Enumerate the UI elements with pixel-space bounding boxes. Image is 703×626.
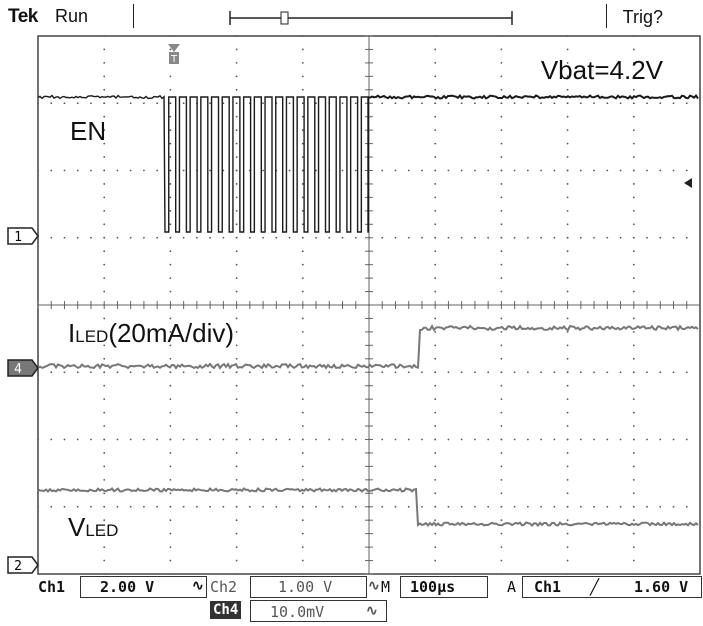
en-trace-label: EN bbox=[70, 116, 106, 147]
bandwidth-limit-icon: ∿ bbox=[366, 603, 378, 619]
trigger-mode: A bbox=[507, 578, 516, 596]
ch4-ground-marker: 4 bbox=[8, 360, 38, 377]
ch4-scale: 10.0mV bbox=[270, 603, 324, 621]
ch1-scale: 2.00 V bbox=[100, 578, 154, 596]
timebase-label: M bbox=[381, 578, 390, 596]
timebase-value: 100µs bbox=[410, 578, 455, 596]
vled-trace-label: VLED bbox=[68, 512, 118, 543]
bandwidth-limit-icon: ∿ bbox=[368, 578, 380, 594]
svg-text:1: 1 bbox=[14, 230, 22, 245]
ch4-label: Ch4 bbox=[210, 601, 241, 619]
bandwidth-limit-icon: ∿ bbox=[192, 578, 204, 594]
waveforms bbox=[38, 96, 698, 526]
ch2-label: Ch2 bbox=[210, 578, 237, 596]
en-waveform-tail bbox=[368, 96, 698, 99]
trigger-source: Ch1 bbox=[534, 578, 561, 596]
trigger-marker-label: T bbox=[170, 54, 178, 65]
trigger-level: 1.60 V bbox=[634, 578, 688, 596]
ch2-scale: 1.00 V bbox=[278, 578, 332, 596]
trigger-level-arrow-icon bbox=[684, 178, 692, 188]
svg-text:2: 2 bbox=[14, 559, 22, 574]
trigger-position-marker: T bbox=[168, 44, 180, 65]
ch1-label: Ch1 bbox=[38, 578, 65, 596]
record-position-indicator bbox=[230, 11, 512, 25]
ch2-ground-marker: 2 bbox=[8, 557, 38, 574]
trigger-slope-icon: ╱ bbox=[590, 578, 599, 596]
svg-text:4: 4 bbox=[14, 362, 22, 377]
iled-trace-label: ILED(20mA/div) bbox=[68, 318, 234, 349]
ch1-ground-marker: 1 bbox=[8, 228, 38, 245]
supply-voltage-note: Vbat=4.2V bbox=[541, 55, 663, 86]
